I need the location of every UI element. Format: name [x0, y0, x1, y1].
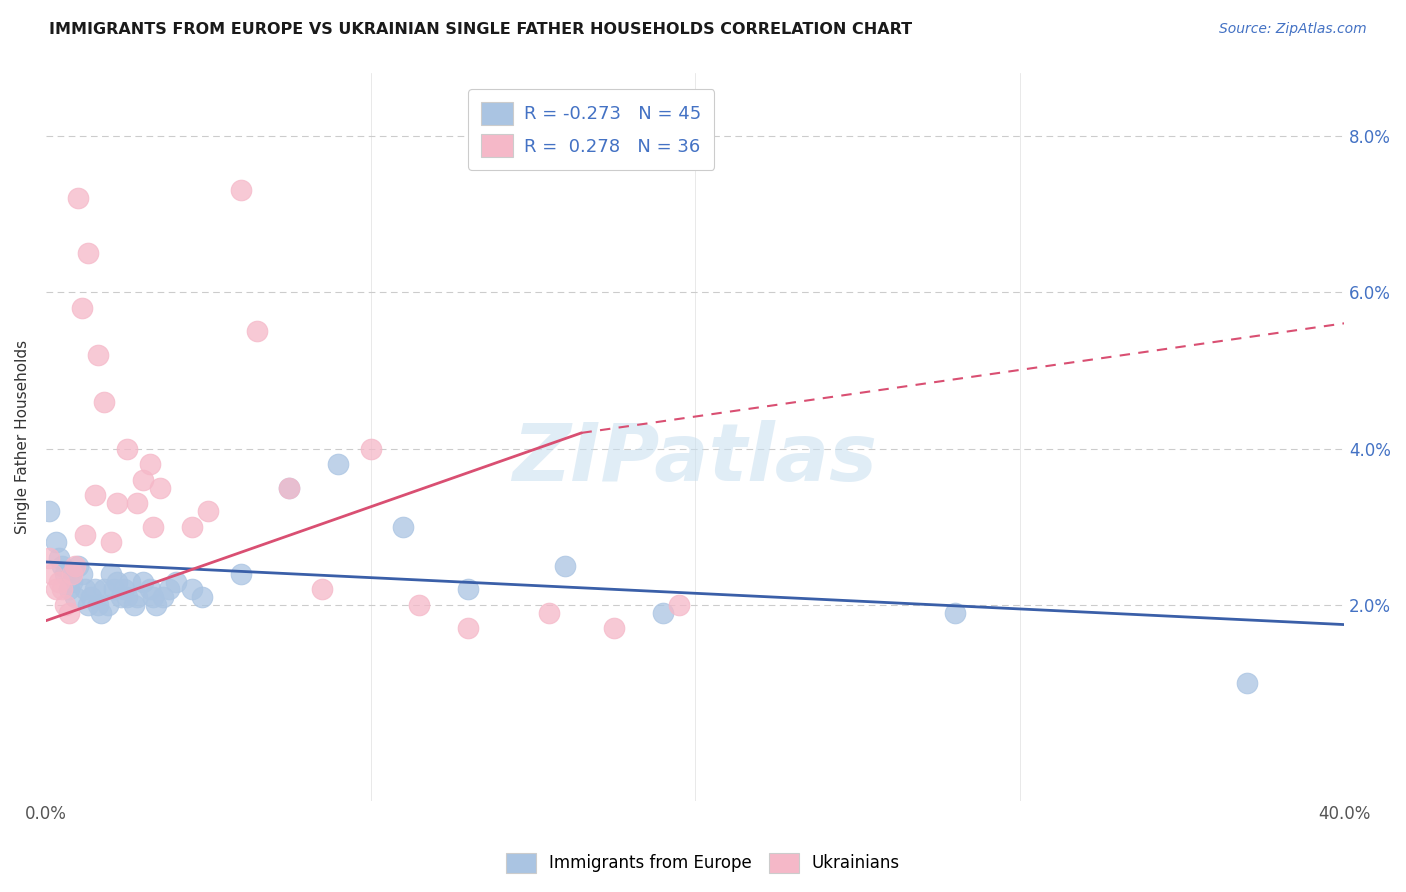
Point [392, 520, 415, 534]
Point [83, 582, 105, 597]
Point [51, 582, 73, 597]
Text: IMMIGRANTS FROM EUROPE VS UKRAINIAN SINGLE FATHER HOUSEHOLDS CORRELATION CHART: IMMIGRANTS FROM EUROPE VS UKRAINIAN SING… [49, 22, 912, 37]
Point [229, 566, 252, 581]
Point [229, 183, 252, 197]
Point [190, 590, 212, 604]
Point [63, 558, 86, 573]
Point [115, 590, 138, 604]
Legend: R = -0.273   N = 45, R =  0.278   N = 36: R = -0.273 N = 45, R = 0.278 N = 36 [468, 89, 714, 170]
Point [105, 574, 128, 589]
Point [603, 622, 626, 636]
Y-axis label: Single Father Households: Single Father Households [15, 340, 30, 533]
Point [100, 566, 122, 581]
Point [142, 590, 165, 604]
Point [157, 582, 180, 597]
Point [457, 622, 479, 636]
Point [115, 442, 138, 456]
Point [48, 574, 70, 589]
Point [45, 582, 67, 597]
Point [80, 590, 103, 604]
Point [87, 598, 110, 612]
Point [48, 551, 70, 566]
Point [103, 582, 125, 597]
Point [132, 574, 155, 589]
Point [70, 301, 93, 315]
Point [181, 520, 204, 534]
Point [360, 442, 382, 456]
Point [51, 558, 73, 573]
Point [120, 574, 142, 589]
Point [197, 504, 219, 518]
Point [100, 535, 122, 549]
Point [45, 535, 67, 549]
Point [55, 598, 77, 612]
Point [67, 558, 90, 573]
Point [90, 606, 112, 620]
Point [139, 582, 162, 597]
Point [943, 606, 966, 620]
Point [668, 598, 690, 612]
Point [132, 473, 155, 487]
Point [246, 324, 269, 338]
Point [38, 551, 60, 566]
Point [1236, 676, 1258, 690]
Point [87, 348, 110, 362]
Point [537, 606, 560, 620]
Point [63, 590, 86, 604]
Point [651, 606, 673, 620]
Point [73, 582, 96, 597]
Point [326, 457, 349, 471]
Text: ZIPatlas: ZIPatlas [513, 419, 877, 498]
Legend: Immigrants from Europe, Ukrainians: Immigrants from Europe, Ukrainians [499, 847, 907, 880]
Point [457, 582, 479, 597]
Point [278, 481, 301, 495]
Point [122, 598, 145, 612]
Point [152, 590, 174, 604]
Point [77, 246, 100, 260]
Point [148, 481, 170, 495]
Point [77, 598, 100, 612]
Point [83, 488, 105, 502]
Point [181, 582, 204, 597]
Point [311, 582, 333, 597]
Point [41, 566, 63, 581]
Point [60, 566, 83, 581]
Point [93, 394, 115, 409]
Point [165, 574, 187, 589]
Point [70, 566, 93, 581]
Point [125, 496, 148, 510]
Point [278, 481, 301, 495]
Point [145, 598, 167, 612]
Point [110, 590, 132, 604]
Text: Source: ZipAtlas.com: Source: ZipAtlas.com [1219, 22, 1367, 37]
Point [58, 606, 80, 620]
Point [554, 558, 576, 573]
Point [142, 520, 165, 534]
Point [58, 582, 80, 597]
Point [67, 191, 90, 205]
Point [105, 496, 128, 510]
Point [93, 582, 115, 597]
Point [60, 574, 83, 589]
Point [125, 590, 148, 604]
Point [139, 457, 162, 471]
Point [73, 527, 96, 541]
Point [112, 582, 135, 597]
Point [38, 504, 60, 518]
Point [97, 598, 120, 612]
Point [55, 566, 77, 581]
Point [408, 598, 430, 612]
